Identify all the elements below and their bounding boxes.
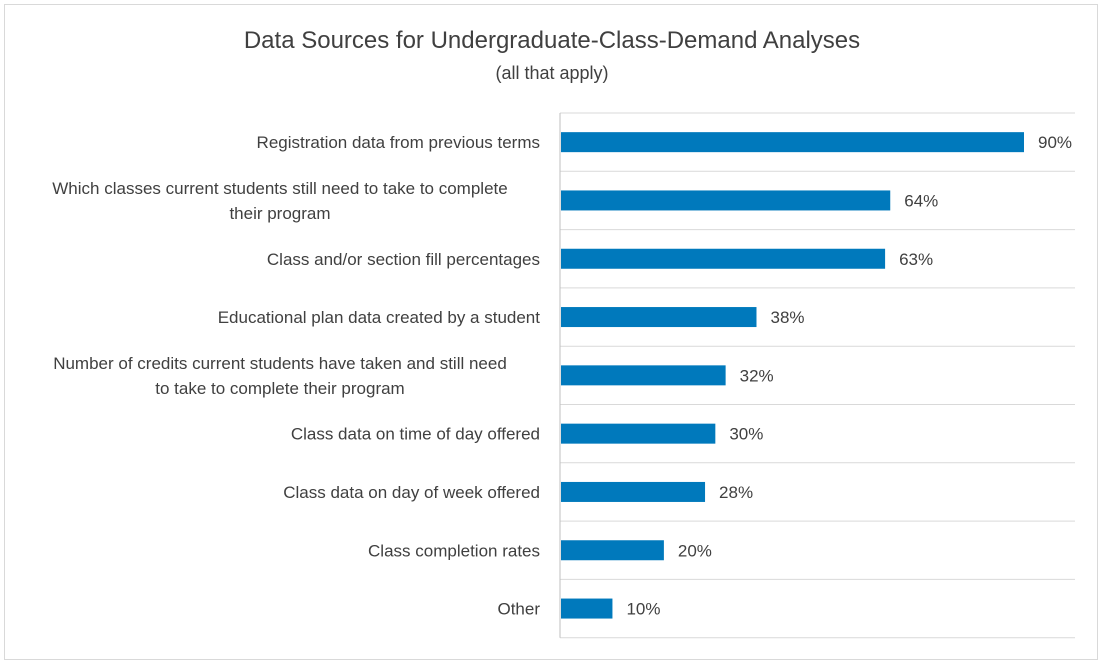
bar — [561, 248, 886, 269]
category-label: their program — [229, 204, 330, 223]
value-label: 63% — [899, 250, 933, 269]
value-labels: 90% 64% 63% 38% 32% 30% 28% 20% 10% — [626, 133, 1072, 618]
value-label: 20% — [678, 541, 712, 560]
category-labels: Registration data from previous terms Whi… — [52, 133, 540, 618]
category-label: to take to complete their program — [155, 379, 404, 398]
value-label: 28% — [719, 483, 753, 502]
value-label: 90% — [1038, 133, 1072, 152]
category-label: Class and/or section fill percentages — [267, 250, 540, 269]
category-label: Number of credits current students have … — [53, 354, 507, 373]
value-label: 30% — [729, 425, 763, 444]
bar — [561, 365, 726, 386]
grid-lines — [559, 112, 1075, 639]
category-label: Which classes current students still nee… — [52, 179, 507, 198]
chart-subtitle: (all that apply) — [495, 63, 608, 83]
bar — [561, 132, 1024, 153]
bar — [561, 540, 664, 561]
bar — [561, 598, 613, 619]
bar — [561, 190, 891, 211]
category-label: Educational plan data created by a stude… — [218, 308, 541, 327]
bar — [561, 481, 706, 502]
chart-title: Data Sources for Undergraduate-Class-Dem… — [244, 27, 860, 54]
value-label: 38% — [770, 308, 804, 327]
category-label: Other — [497, 600, 540, 619]
value-label: 10% — [626, 600, 660, 619]
category-label: Class data on day of week offered — [283, 483, 540, 502]
value-label: 64% — [904, 191, 938, 210]
bars — [561, 132, 1024, 619]
category-label: Class data on time of day offered — [291, 425, 540, 444]
category-label: Registration data from previous terms — [257, 133, 540, 152]
category-label: Class completion rates — [368, 541, 540, 560]
value-label: 32% — [740, 366, 774, 385]
bar — [561, 307, 757, 328]
bar — [561, 423, 716, 444]
